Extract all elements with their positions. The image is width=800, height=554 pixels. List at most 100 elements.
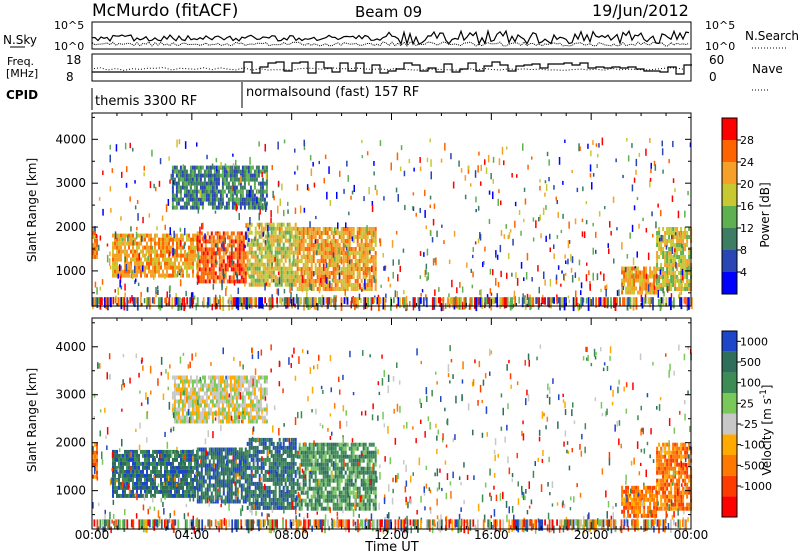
power-cell xyxy=(154,265,156,270)
velocity-cell xyxy=(282,477,285,482)
power-echo xyxy=(453,230,456,237)
power-cell xyxy=(288,238,291,243)
power-echo xyxy=(181,267,183,272)
power-cell xyxy=(254,234,257,239)
power-cell xyxy=(235,169,238,174)
power-echo xyxy=(270,217,272,223)
power-cell xyxy=(631,286,634,291)
power-cell xyxy=(627,266,630,271)
power-echo xyxy=(353,184,355,192)
power-cell xyxy=(288,266,291,271)
power-cell xyxy=(326,239,329,243)
velocity-cell xyxy=(186,453,188,458)
power-cell xyxy=(358,271,361,275)
power-cell xyxy=(206,263,209,268)
power-cell xyxy=(322,287,325,291)
power-cell xyxy=(174,237,176,242)
velocity-cell xyxy=(330,498,333,503)
velocity-cell xyxy=(306,490,309,495)
power-cell xyxy=(128,261,130,266)
power-echo xyxy=(256,188,259,195)
velocity-cell xyxy=(218,491,221,496)
power-cell xyxy=(368,227,371,231)
power-cell xyxy=(374,271,377,275)
velocity-cell xyxy=(206,451,209,456)
velocity-cell xyxy=(332,490,335,495)
power-cell xyxy=(192,241,194,246)
power-cell xyxy=(223,177,226,182)
power-cell xyxy=(214,255,217,260)
power-echo xyxy=(450,153,452,160)
power-cell xyxy=(356,279,359,283)
power-echo xyxy=(680,297,683,310)
power-cell xyxy=(245,169,248,174)
power-echo xyxy=(632,257,635,266)
velocity-cell xyxy=(302,454,305,459)
power-cell xyxy=(670,251,673,255)
power-echo xyxy=(306,184,309,191)
velocity-cell xyxy=(188,465,190,470)
power-echo xyxy=(383,196,385,201)
power-echo xyxy=(656,274,658,281)
power-cell xyxy=(258,230,261,235)
power-cell xyxy=(290,270,293,275)
velocity-cell xyxy=(262,485,265,490)
power-cell xyxy=(221,165,224,170)
velocity-cell xyxy=(258,485,261,490)
power-cell xyxy=(233,205,236,210)
power-cell xyxy=(264,266,267,271)
power-cell xyxy=(324,239,327,243)
power-cell xyxy=(334,247,337,251)
velocity-cell xyxy=(322,446,325,451)
power-cell xyxy=(241,165,244,170)
power-cell xyxy=(262,238,265,243)
velocity-cell xyxy=(252,449,255,454)
power-cell xyxy=(218,255,221,260)
power-cell xyxy=(118,245,120,250)
power-cell xyxy=(225,201,228,206)
power-cell xyxy=(201,205,204,210)
velocity-cell xyxy=(272,501,275,506)
power-cell xyxy=(653,270,656,275)
power-cell xyxy=(189,189,192,194)
velocity-cell xyxy=(214,487,217,492)
power-echo xyxy=(493,297,496,304)
power-echo xyxy=(518,210,521,216)
power-cell xyxy=(148,257,150,262)
velocity-cell xyxy=(232,463,235,468)
velocity-cell xyxy=(176,457,178,462)
power-cell xyxy=(178,261,180,266)
velocity-cell xyxy=(180,453,182,458)
power-cell xyxy=(282,278,285,283)
power-echo xyxy=(516,174,518,178)
velocity-cell xyxy=(94,450,96,455)
power-cell xyxy=(292,254,295,259)
velocity-cell xyxy=(128,457,130,462)
power-cell xyxy=(374,239,377,243)
power-cell xyxy=(322,255,325,259)
power-cell xyxy=(254,238,257,243)
velocity-cell xyxy=(330,462,333,467)
power-cell xyxy=(247,165,250,170)
power-cell xyxy=(218,247,221,252)
power-cell xyxy=(132,249,134,254)
power-echo xyxy=(570,267,573,273)
power-cell xyxy=(160,249,162,254)
power-cell xyxy=(334,239,337,243)
velocity-cell xyxy=(250,501,253,506)
power-cell xyxy=(631,266,634,271)
power-echo xyxy=(264,283,266,291)
power-cell xyxy=(204,255,207,260)
power-cell xyxy=(666,243,669,247)
power-cell xyxy=(203,197,206,202)
power-cell xyxy=(350,267,353,271)
velocity-cell xyxy=(274,481,277,486)
velocity-cell xyxy=(304,498,307,503)
power-echo xyxy=(271,297,274,309)
power-echo xyxy=(530,297,533,308)
power-cell xyxy=(270,274,273,279)
velocity-cell xyxy=(292,445,295,450)
power-echo xyxy=(622,174,624,179)
power-cell xyxy=(236,243,239,248)
power-cell xyxy=(270,278,273,283)
